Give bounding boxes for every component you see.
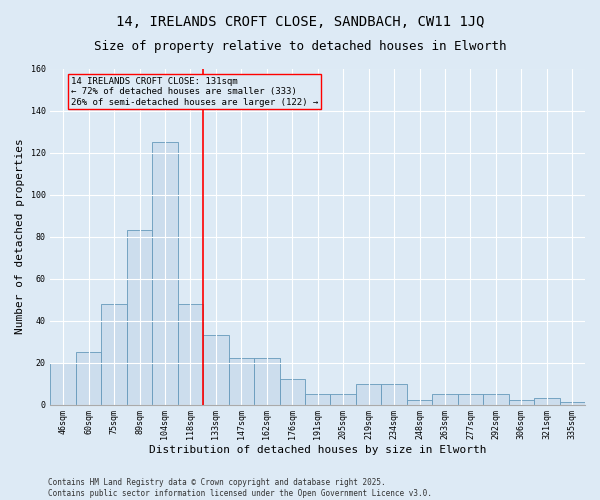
Bar [407,400,432,404]
Bar [305,394,331,404]
Text: 14, IRELANDS CROFT CLOSE, SANDBACH, CW11 1JQ: 14, IRELANDS CROFT CLOSE, SANDBACH, CW11… [116,15,484,29]
Bar [534,398,560,404]
Bar [331,394,356,404]
Text: Size of property relative to detached houses in Elworth: Size of property relative to detached ho… [94,40,506,53]
Bar [382,384,407,404]
Bar [356,384,382,404]
Bar [483,394,509,404]
Text: Contains HM Land Registry data © Crown copyright and database right 2025.
Contai: Contains HM Land Registry data © Crown c… [48,478,432,498]
X-axis label: Distribution of detached houses by size in Elworth: Distribution of detached houses by size … [149,445,487,455]
Bar [280,380,305,404]
Bar [560,402,585,404]
Bar [432,394,458,404]
Y-axis label: Number of detached properties: Number of detached properties [15,138,25,334]
Bar [254,358,280,405]
Bar [152,142,178,405]
Text: 14 IRELANDS CROFT CLOSE: 131sqm
← 72% of detached houses are smaller (333)
26% o: 14 IRELANDS CROFT CLOSE: 131sqm ← 72% of… [71,77,318,106]
Bar [458,394,483,404]
Bar [101,304,127,404]
Bar [76,352,101,405]
Bar [509,400,534,404]
Bar [127,230,152,404]
Bar [229,358,254,405]
Bar [178,304,203,404]
Bar [50,362,76,405]
Bar [203,336,229,404]
